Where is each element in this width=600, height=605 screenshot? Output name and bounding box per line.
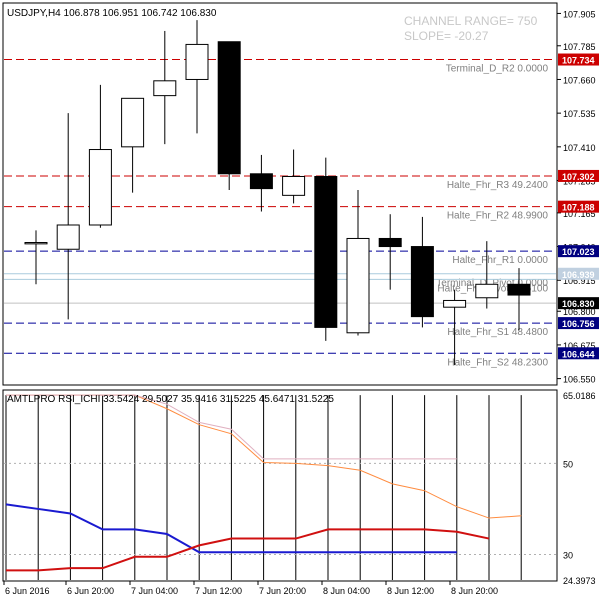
candle-body <box>410 246 434 318</box>
price-tick-label: 106.675 <box>563 341 596 351</box>
rsi-tick-label: 30 <box>563 550 573 560</box>
candle-body <box>443 299 467 308</box>
time-tick-label: 7 Jun 20:00 <box>259 586 306 596</box>
rsi-series-line <box>6 528 490 572</box>
rsi-tick-label: 65.0186 <box>563 391 596 401</box>
price-tag <box>558 267 599 280</box>
price-tag <box>558 297 599 310</box>
price-tag-label: 107.734 <box>562 56 595 66</box>
rsi-series-line <box>6 394 457 460</box>
price-tick-label: 107.660 <box>563 75 596 85</box>
candle-body <box>378 237 402 248</box>
slope-label: SLOPE= -20.27 <box>404 29 489 43</box>
indicator-pane[interactable] <box>2 389 558 582</box>
price-tick-label: 107.535 <box>563 109 596 119</box>
candle-body <box>346 237 370 334</box>
price-tag-label: 107.023 <box>562 247 595 257</box>
time-tick-label: 8 Jun 12:00 <box>387 586 434 596</box>
time-axis: 6 Jun 2016 6 Jun 20:00 7 Jun 04:00 7 Jun 12… <box>3 581 498 596</box>
rsi-tick-label: 24.3973 <box>563 576 596 586</box>
candles <box>24 20 531 366</box>
level-label: Terminal_D_R2 0.0000 <box>446 64 549 75</box>
time-tick-label: 8 Jun 20:00 <box>451 586 498 596</box>
price-tag <box>558 53 599 66</box>
price-tick-label: 107.165 <box>563 209 596 219</box>
time-tick-label: 6 Jun 20:00 <box>67 586 114 596</box>
rsi-tick-label: 50 <box>563 459 573 469</box>
price-tick-label: 107.785 <box>563 42 596 52</box>
level-label: Halte_Fhr_R2 48.9900 <box>447 211 549 222</box>
time-tick-label: 8 Jun 04:00 <box>323 586 370 596</box>
price-tick-label: 107.905 <box>563 9 596 19</box>
candle-body <box>475 283 499 299</box>
price-tick-label: 106.550 <box>563 375 596 385</box>
candle-body <box>185 43 209 80</box>
price-tag <box>558 245 599 258</box>
price-tag-label: 106.939 <box>562 270 595 280</box>
level-label: Terminal_D_Pivot 0.0000 <box>436 278 548 289</box>
rsi-axis: 65.0186 50 30 24.3973 <box>563 391 596 586</box>
candle-body <box>56 224 80 250</box>
level-label: Halte_Fhr_S2 48.2300 <box>447 357 548 368</box>
level-label: Halte_Fhr_S1 48.4800 <box>447 327 548 338</box>
symbol-header: USDJPY,H4 106.878 106.951 106.742 106.83… <box>7 8 217 19</box>
rsi-indicator <box>4 394 556 580</box>
candle-body <box>217 41 241 175</box>
candle-body <box>121 97 145 148</box>
price-tag-label: 107.188 <box>562 203 595 213</box>
price-tag <box>558 347 599 360</box>
price-tag-label: 106.756 <box>562 319 595 329</box>
candle-body <box>314 175 338 328</box>
level-label: Halte_Fhr_R3 49.2400 <box>447 180 549 191</box>
price-axis: 107.905107.785107.660107.535107.410107.2… <box>557 9 599 385</box>
rsi-series-line <box>5 503 457 554</box>
candle-body <box>88 149 112 226</box>
price-tick-label: 107.410 <box>563 143 596 153</box>
candle-body <box>282 175 306 196</box>
candle-body <box>507 283 531 296</box>
price-tag-label: 107.302 <box>562 172 595 182</box>
price-tag <box>558 169 599 182</box>
candle-body <box>24 242 48 245</box>
price-tick-label: 106.800 <box>563 307 596 317</box>
indicator-header: AMTLPRO RSI_ICHI 33.5424 29.5027 35.9416… <box>7 394 334 405</box>
price-tag-label: 106.830 <box>562 299 595 309</box>
price-tag <box>558 200 599 213</box>
time-tick-label: 7 Jun 12:00 <box>195 586 242 596</box>
time-tick-label: 6 Jun 2016 <box>5 586 50 596</box>
price-tick-label: 106.915 <box>563 276 596 286</box>
candle-body <box>249 173 273 190</box>
price-tag <box>558 317 599 330</box>
level-label: Halte_Fhr_R1 0.0000 <box>452 255 548 266</box>
candle-body <box>153 80 177 97</box>
channel-range-label: CHANNEL RANGE= 750 <box>404 14 538 28</box>
time-tick-label: 7 Jun 04:00 <box>131 586 178 596</box>
price-tag-label: 106.644 <box>562 349 595 359</box>
